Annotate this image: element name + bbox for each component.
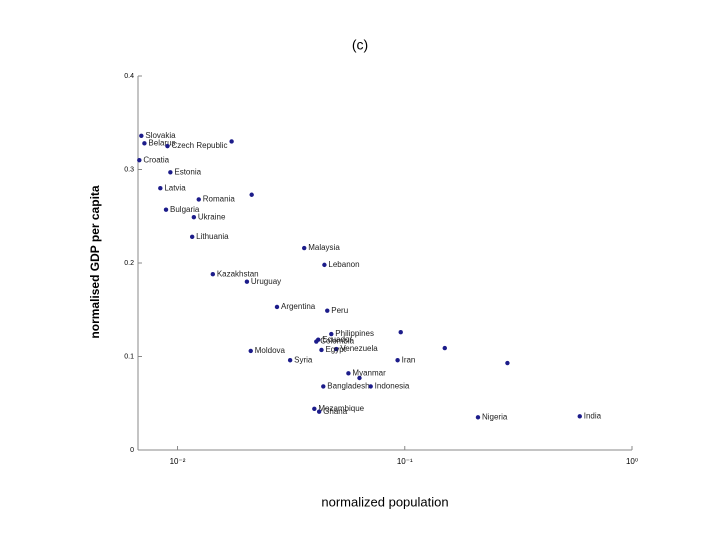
x-tick-label: 10⁻² (170, 457, 186, 466)
point (577, 414, 582, 419)
point-label: Ghana (323, 407, 348, 416)
point (505, 360, 510, 366)
point (249, 192, 254, 197)
point (322, 262, 327, 268)
point-label: Bangladesh (327, 382, 369, 391)
point-label: Colombia (320, 337, 354, 346)
point (196, 197, 201, 202)
point (357, 375, 362, 381)
point (334, 346, 339, 352)
point-label: Belarus (148, 138, 175, 147)
point-label: Lithuania (196, 232, 229, 241)
x-tick-label: 10⁰ (626, 457, 638, 466)
point (168, 170, 173, 175)
plot-area (137, 75, 633, 451)
x-tick-label: 10⁻¹ (397, 457, 413, 466)
point-label: Peru (331, 306, 348, 315)
y-tick-label: 0.3 (124, 166, 134, 173)
point-label: Nigeria (482, 412, 508, 421)
point-label: Czech Republic (171, 141, 227, 150)
point-label: Ecuador (322, 335, 352, 344)
point (395, 358, 400, 363)
point (189, 234, 195, 240)
point (312, 406, 317, 412)
point (321, 384, 326, 389)
chart-title: (c) (352, 37, 368, 53)
point (325, 308, 330, 313)
point-label: Philippines (335, 329, 374, 338)
point-label: Syria (294, 355, 313, 364)
point (137, 157, 142, 163)
point (210, 272, 216, 277)
point-label: Iran (402, 355, 416, 364)
point (368, 384, 373, 389)
point-label: Bulgaria (170, 205, 200, 214)
point-label: Venezuela (340, 344, 378, 353)
x-axis-label: normalized population (321, 494, 448, 509)
point (191, 214, 197, 220)
point (274, 304, 280, 310)
point (398, 329, 403, 335)
point (165, 143, 170, 149)
point-label: Uruguay (251, 277, 281, 286)
point (442, 345, 447, 351)
point (248, 348, 253, 354)
point-label: Romania (203, 195, 236, 204)
y-tick-label: 0.2 (124, 260, 134, 267)
point-label: Moldova (255, 346, 286, 355)
point-label: Lebanon (328, 260, 359, 269)
point (244, 279, 250, 284)
y-tick-label: 0.1 (124, 353, 134, 360)
point (329, 331, 334, 337)
y-axis-label: normalised GDP per capita (88, 185, 102, 338)
point-label: Argentina (281, 302, 316, 311)
point (302, 245, 307, 251)
point-label: Slovakia (145, 131, 176, 140)
point-label: Egypt (325, 345, 346, 354)
point-label: Indonesia (375, 382, 410, 391)
point-label: Mozambique (318, 404, 364, 413)
y-tick-label: 0 (130, 447, 134, 454)
point-label: Kazakhstan (217, 269, 259, 278)
point-label: Malaysia (308, 243, 340, 252)
point (319, 347, 324, 353)
point (229, 139, 234, 144)
point (314, 339, 319, 344)
point (346, 371, 351, 376)
y-tick-label: 0.4 (124, 73, 134, 80)
point-label: India (584, 411, 602, 420)
point-label: Ukraine (198, 212, 226, 221)
point (142, 141, 147, 146)
point (287, 358, 293, 363)
point (163, 207, 169, 212)
point (158, 186, 163, 191)
point-label: Estonia (174, 167, 201, 176)
point-label: Croatia (143, 155, 169, 164)
point-label: Myanmar (352, 368, 386, 377)
point (139, 133, 144, 139)
point (316, 409, 322, 414)
point-label: Latvia (164, 183, 186, 192)
point (475, 415, 481, 420)
